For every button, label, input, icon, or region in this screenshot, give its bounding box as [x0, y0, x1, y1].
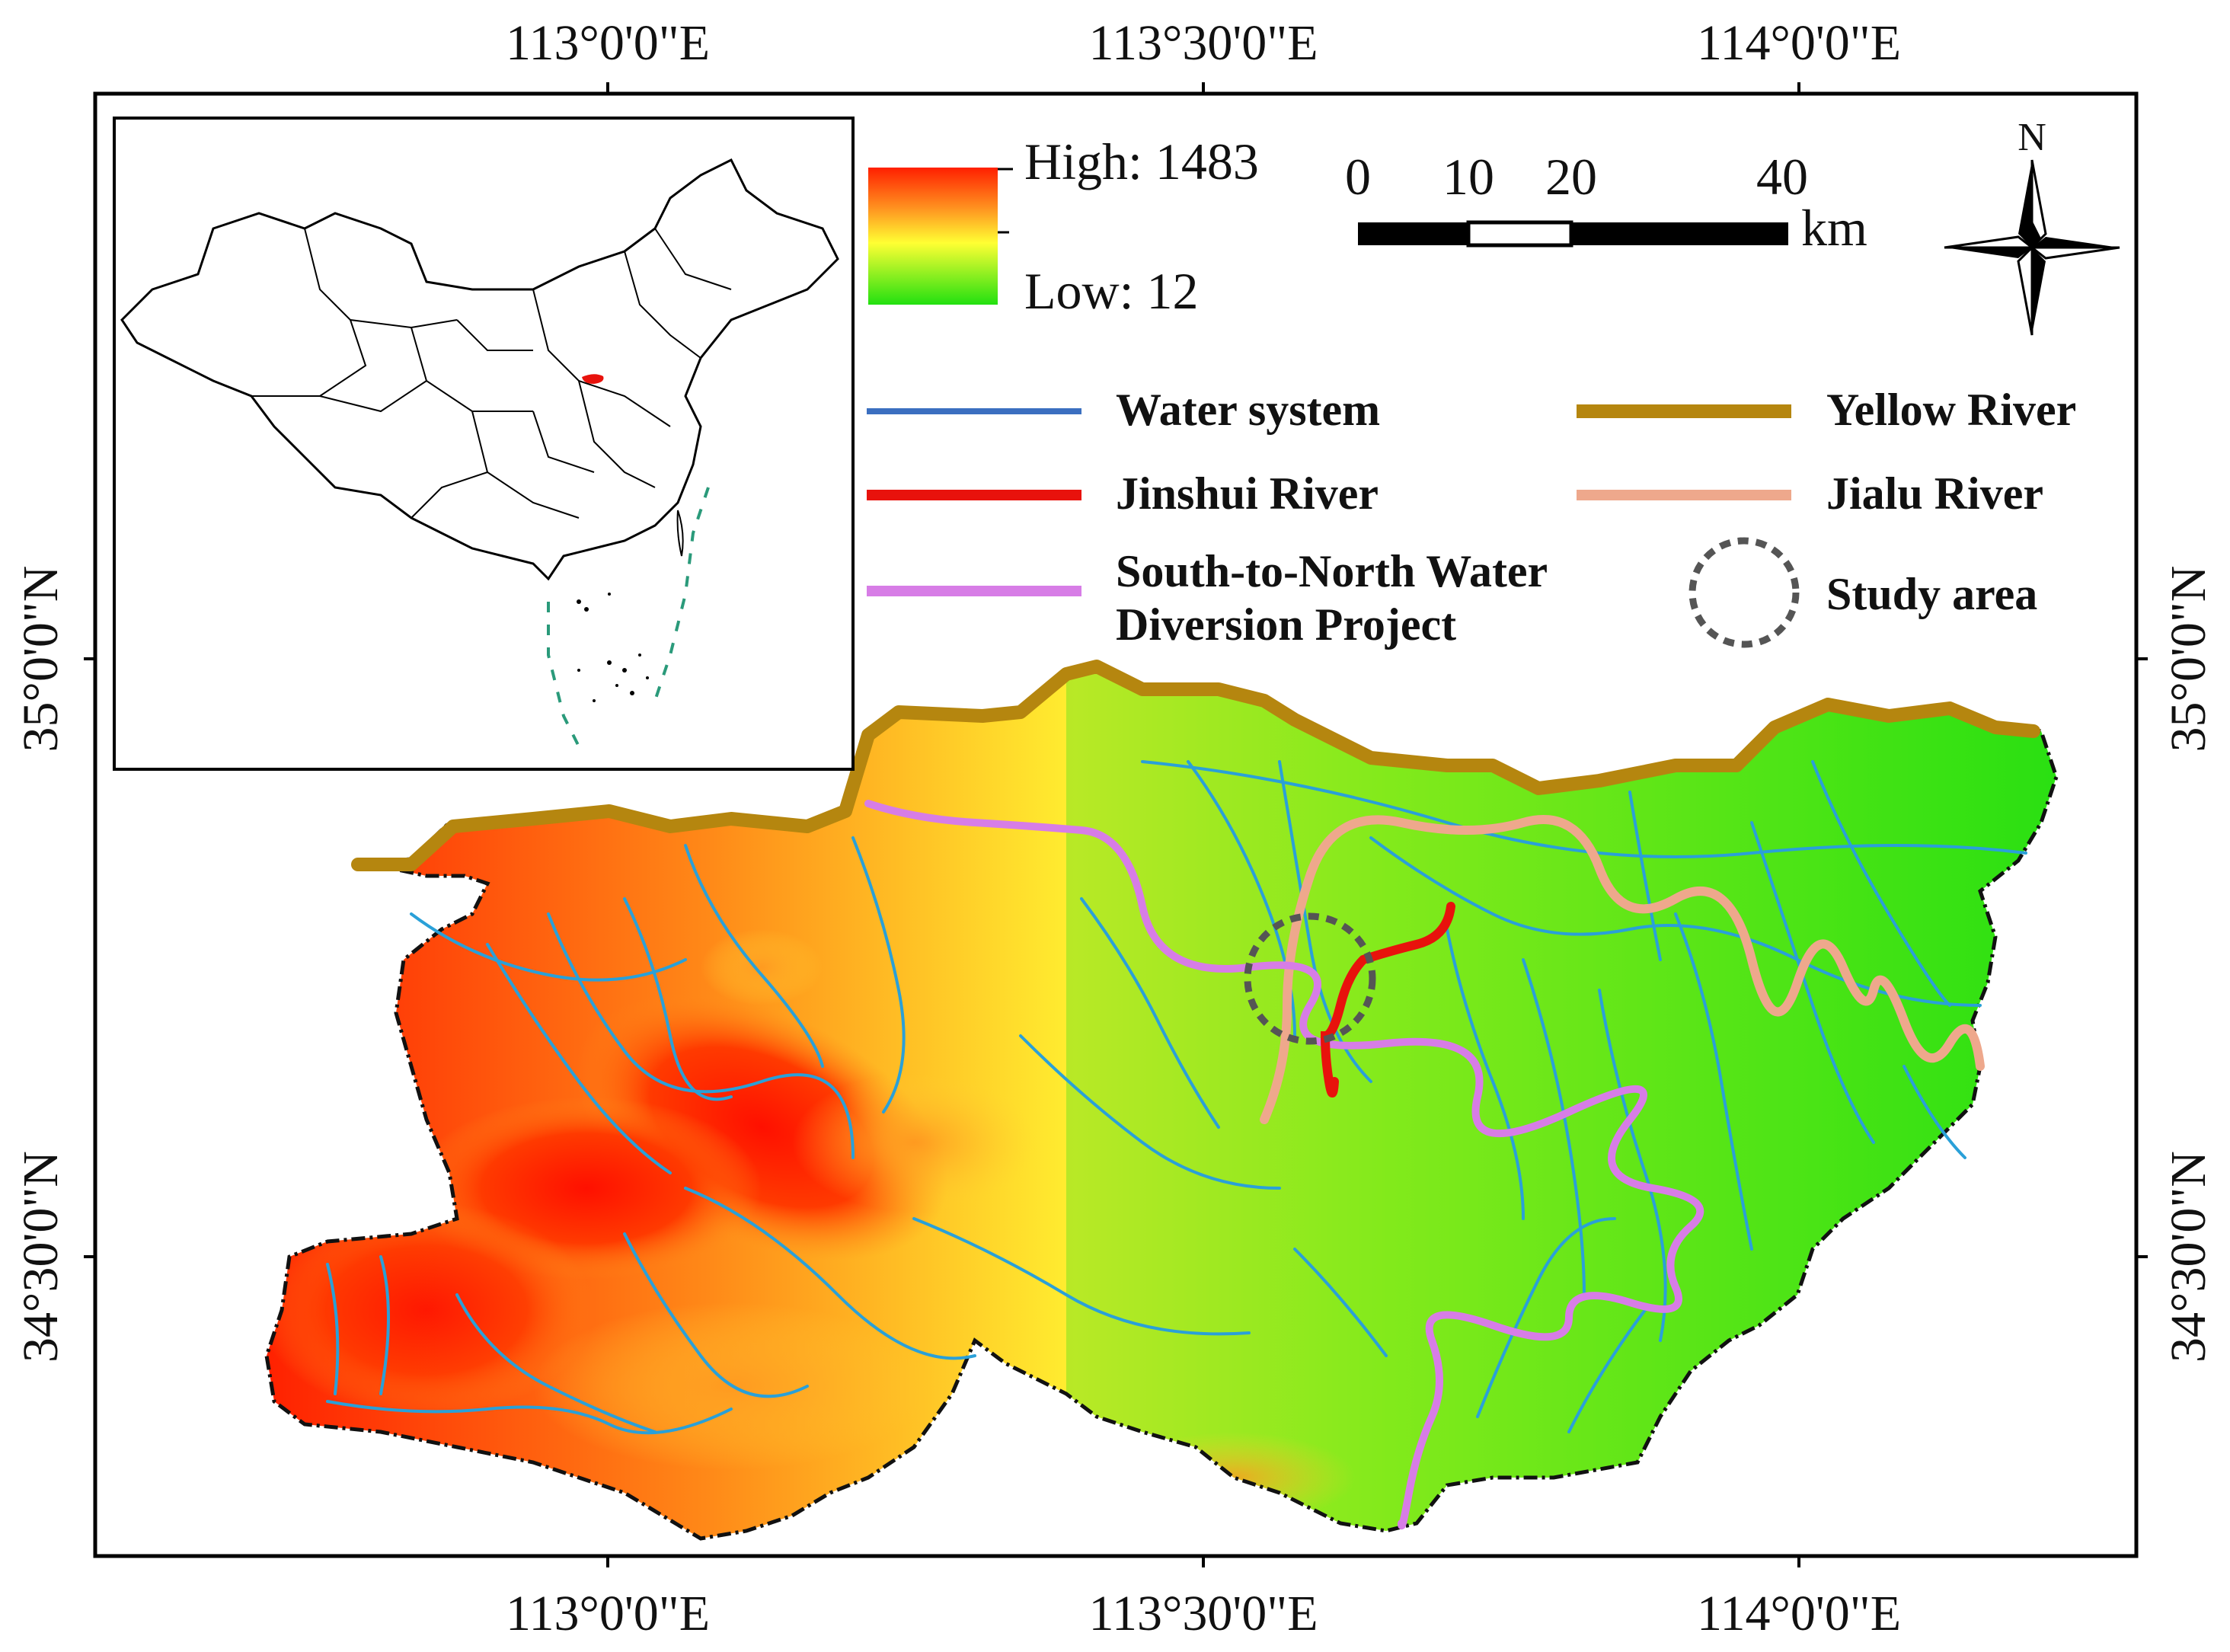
- scale-tick-40: 40: [1756, 148, 1808, 206]
- line-legend: Water system Yellow River Jinshui River …: [867, 385, 2076, 650]
- legend-label-water: Water system: [1116, 385, 1380, 435]
- legend-label-jialu: Jialu River: [1826, 468, 2043, 519]
- elevation-legend: High: 1483 Low: 12: [868, 133, 1259, 320]
- left-lat-label-2: 34°30'0"N: [13, 1151, 69, 1363]
- right-lat-label-2: 34°30'0"N: [2161, 1151, 2216, 1363]
- left-lat-label-1: 35°0'0"N: [13, 566, 69, 753]
- jialu-river: [1260, 815, 1985, 1124]
- scale-bar: 0 10 20 40 km: [1345, 148, 1867, 257]
- yellow-river: [351, 660, 2040, 871]
- legend-label-jinshui: Jinshui River: [1116, 468, 1379, 519]
- scale-tick-20: 20: [1545, 148, 1597, 206]
- bottom-lon-label-2: 113°30'0"E: [1088, 1586, 1318, 1641]
- bottom-lon-label-1: 113°0'0"E: [506, 1586, 710, 1641]
- scale-unit: km: [1801, 199, 1867, 257]
- jinshui-river: [1320, 902, 1455, 1098]
- right-lat-label-1: 35°0'0"N: [2161, 566, 2216, 753]
- graticule-ticks: [84, 82, 2148, 1567]
- top-lon-label-1: 113°0'0"E: [506, 15, 710, 71]
- north-label: N: [2018, 116, 2046, 159]
- legend-label-yellow: Yellow River: [1826, 385, 2076, 435]
- china-inset-map: [113, 117, 855, 771]
- study-area-marker: [1244, 912, 1376, 1045]
- bottom-lon-label-3: 114°0'0"E: [1697, 1586, 1901, 1641]
- top-lon-label-3: 114°0'0"E: [1697, 15, 1901, 71]
- scale-tick-10: 10: [1442, 148, 1494, 206]
- legend-label-snwdp-line2: Diversion Project: [1116, 599, 1456, 650]
- legend-swatch-study: [1688, 537, 1800, 648]
- snwdp-canal: [864, 800, 1704, 1530]
- scale-tick-0: 0: [1345, 148, 1371, 206]
- china-outline: [120, 158, 839, 581]
- elevation-low-label: Low: 12: [1024, 262, 1199, 320]
- elevation-gradient-bar: [868, 168, 998, 305]
- legend-label-study: Study area: [1826, 569, 2037, 619]
- legend-label-snwdp-line1: South-to-North Water: [1116, 546, 1548, 596]
- north-arrow-icon: N: [1944, 116, 2120, 336]
- study-region: [264, 660, 2059, 1541]
- inset-study-highlight: [582, 374, 604, 384]
- top-lon-label-2: 113°30'0"E: [1088, 15, 1318, 71]
- elevation-high-label: High: 1483: [1024, 133, 1259, 190]
- map-frame: [93, 91, 2139, 1558]
